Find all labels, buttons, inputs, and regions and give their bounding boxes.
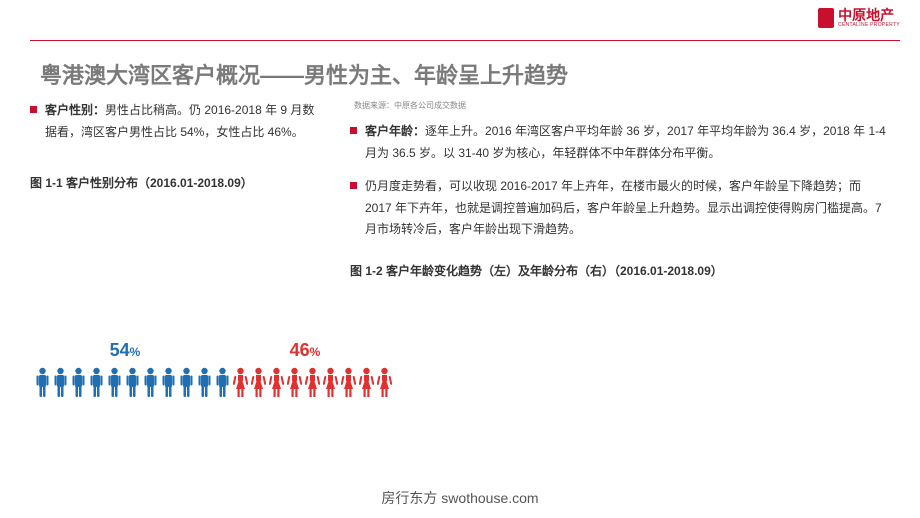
female-person-icon (377, 367, 392, 399)
page-title: 粤港澳大湾区客户概况——男性为主、年龄呈上升趋势 (40, 58, 568, 90)
female-person-icon (359, 367, 374, 399)
age-desc-2: 仍月度走势看，可以收现 2016-2017 年上卉年，在楼市最火的时候，客户年龄… (365, 176, 890, 241)
age-desc-1: 逐年上升。2016 年湾区客户平均年龄 36 岁，2017 年平均年龄为 36.… (365, 124, 886, 160)
gender-pictogram: 54% 46% (35, 340, 395, 399)
male-person-icon (125, 367, 140, 399)
left-column: 客户性别：男性占比稍高。仍 2016-2018 年 9 月数据看，湾区客户男性占… (30, 100, 320, 283)
female-person-icon (233, 367, 248, 399)
male-person-icon (89, 367, 104, 399)
content-area: 客户性别：男性占比稍高。仍 2016-2018 年 9 月数据看，湾区客户男性占… (30, 100, 890, 283)
gender-label: 客户性别： (45, 103, 105, 117)
age-bullet-1: 客户年龄：逐年上升。2016 年湾区客户平均年龄 36 岁，2017 年平均年龄… (350, 121, 890, 164)
logo-en-text: CENTALINE PROPERTY (838, 22, 900, 28)
male-person-icon (71, 367, 86, 399)
male-person-icon (161, 367, 176, 399)
footer-text: 房行东方 swothouse.com (0, 488, 920, 508)
female-person-icon (305, 367, 320, 399)
female-person-icon (269, 367, 284, 399)
logo-seal-icon (818, 8, 834, 28)
brand-logo: 中原地产 CENTALINE PROPERTY (818, 8, 900, 28)
female-person-icon (251, 367, 266, 399)
right-column: 数据来源：中原各公司成交数据 客户年龄：逐年上升。2016 年湾区客户平均年龄 … (350, 100, 890, 283)
figure-1-2-title: 图 1-2 客户年龄变化趋势（左）及年龄分布（右）（2016.01-2018.0… (350, 261, 890, 283)
bullet-icon (350, 182, 357, 189)
gender-bullet: 客户性别：男性占比稍高。仍 2016-2018 年 9 月数据看，湾区客户男性占… (30, 100, 320, 143)
female-person-icon (287, 367, 302, 399)
bullet-icon (350, 127, 357, 134)
male-person-icon (53, 367, 68, 399)
age-label: 客户年龄： (365, 124, 425, 138)
male-person-icon (179, 367, 194, 399)
age-bullet-2: 仍月度走势看，可以收现 2016-2017 年上卉年，在楼市最火的时候，客户年龄… (350, 176, 890, 241)
male-percentage: 54% (110, 340, 141, 361)
female-percentage: 46% (290, 340, 321, 361)
female-person-icon (323, 367, 338, 399)
male-person-icon (215, 367, 230, 399)
percentage-row: 54% 46% (35, 340, 395, 361)
people-icons-row (35, 367, 395, 399)
divider-line (30, 40, 900, 41)
figure-1-1-title: 图 1-1 客户性别分布（2016.01-2018.09） (30, 173, 320, 195)
male-person-icon (143, 367, 158, 399)
male-person-icon (35, 367, 50, 399)
logo-cn-text: 中原地产 (838, 8, 900, 22)
male-person-icon (107, 367, 122, 399)
male-person-icon (197, 367, 212, 399)
bullet-icon (30, 106, 37, 113)
age-text-1: 客户年龄：逐年上升。2016 年湾区客户平均年龄 36 岁，2017 年平均年龄… (365, 121, 890, 164)
female-person-icon (341, 367, 356, 399)
gender-text: 客户性别：男性占比稍高。仍 2016-2018 年 9 月数据看，湾区客户男性占… (45, 100, 320, 143)
data-source: 数据来源：中原各公司成交数据 (354, 100, 890, 111)
